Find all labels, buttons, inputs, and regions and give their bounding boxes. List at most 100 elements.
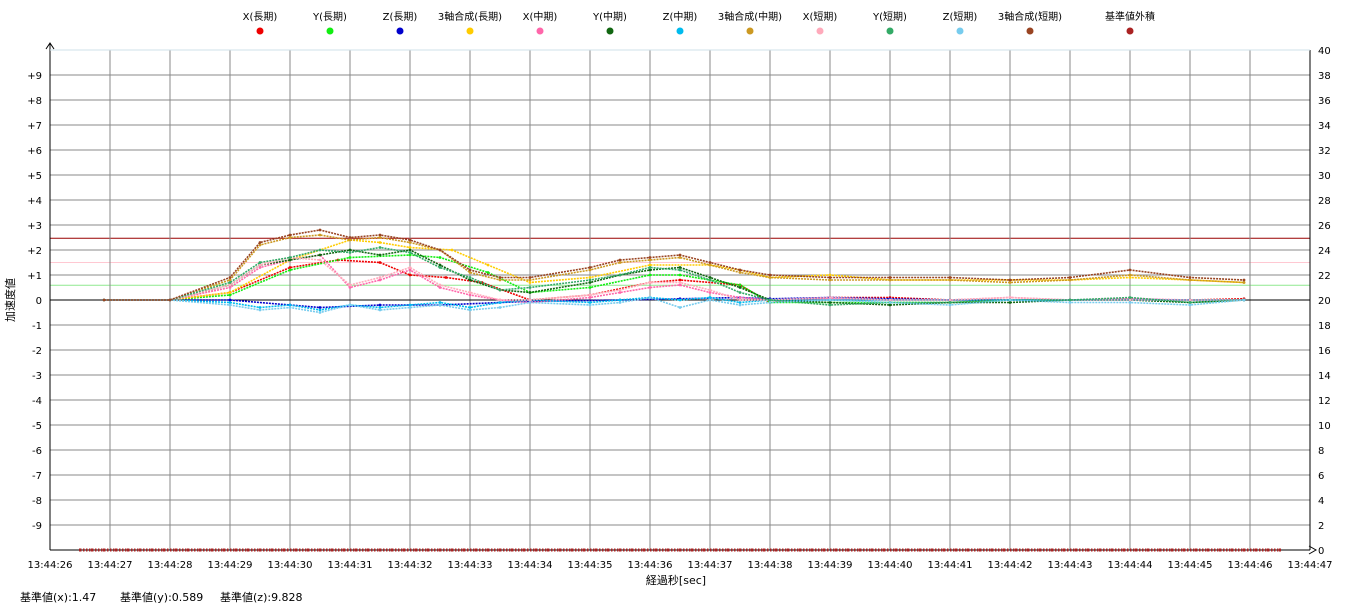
data-point bbox=[348, 248, 352, 252]
legend-marker bbox=[256, 27, 264, 35]
series-group bbox=[102, 296, 1246, 309]
series-line bbox=[104, 246, 1245, 306]
data-point bbox=[139, 548, 141, 552]
data-point bbox=[828, 301, 832, 304]
y-tick-label-left: -1 bbox=[32, 321, 42, 332]
tick-labels: 13:44:26 13:44:27 13:44:28 13:44:29 13:44:30… bbox=[27, 46, 1332, 571]
data-point bbox=[768, 298, 772, 302]
data-point bbox=[348, 236, 352, 239]
data-point bbox=[648, 296, 652, 299]
data-point bbox=[468, 271, 472, 274]
series-line bbox=[104, 239, 1245, 301]
series-layer bbox=[79, 228, 1281, 552]
x-tick-label: 13:44:28 bbox=[148, 560, 193, 571]
data-point bbox=[1087, 548, 1089, 552]
data-point bbox=[408, 248, 412, 252]
series-line bbox=[104, 256, 1244, 301]
data-point bbox=[228, 301, 232, 304]
data-point bbox=[588, 278, 592, 282]
data-point bbox=[528, 286, 532, 289]
data-point bbox=[655, 548, 657, 552]
data-point bbox=[607, 548, 609, 552]
data-point bbox=[1128, 301, 1132, 304]
y-tick-label-left: -7 bbox=[32, 471, 42, 482]
x-tick-label: 13:44:40 bbox=[868, 560, 913, 571]
legend-label: X(短期) bbox=[803, 10, 838, 23]
legend-label: Y(短期) bbox=[872, 10, 907, 23]
data-point bbox=[228, 303, 232, 307]
data-point bbox=[288, 303, 292, 307]
data-point bbox=[528, 281, 532, 284]
data-point bbox=[271, 548, 273, 552]
data-point bbox=[588, 286, 592, 289]
data-point bbox=[948, 303, 952, 307]
x-tick-label: 13:44:46 bbox=[1228, 560, 1273, 571]
data-point bbox=[828, 273, 832, 277]
data-point bbox=[498, 276, 502, 279]
data-point bbox=[498, 301, 502, 304]
data-point bbox=[528, 276, 532, 279]
y-tick-label-right: 28 bbox=[1318, 196, 1331, 207]
y-tick-label-right: 10 bbox=[1318, 421, 1331, 432]
data-point bbox=[486, 263, 490, 267]
legend-label: Y(中期) bbox=[592, 10, 627, 23]
data-point bbox=[828, 276, 832, 279]
data-point bbox=[1279, 548, 1281, 552]
data-point bbox=[498, 298, 502, 302]
data-point bbox=[1195, 548, 1197, 552]
data-point bbox=[1231, 548, 1233, 552]
data-point bbox=[163, 548, 165, 552]
data-point bbox=[228, 276, 232, 279]
data-point bbox=[318, 253, 322, 257]
data-point bbox=[288, 233, 292, 237]
data-point bbox=[888, 301, 892, 304]
data-point bbox=[948, 276, 952, 279]
data-point bbox=[348, 303, 352, 307]
legend-label: X(長期) bbox=[243, 11, 278, 23]
data-point bbox=[678, 298, 682, 302]
series-group bbox=[102, 238, 1246, 302]
data-point bbox=[258, 308, 262, 312]
data-point bbox=[888, 276, 892, 279]
data-point bbox=[907, 548, 909, 552]
data-point bbox=[618, 291, 622, 294]
data-point bbox=[355, 548, 357, 552]
data-point bbox=[871, 548, 873, 552]
data-point bbox=[678, 306, 682, 309]
x-tick-label: 13:44:41 bbox=[928, 560, 973, 571]
data-point bbox=[738, 298, 742, 302]
data-point bbox=[235, 548, 237, 552]
legend-label: Z(短期) bbox=[943, 10, 978, 23]
data-point bbox=[588, 293, 592, 297]
data-point bbox=[708, 278, 712, 282]
data-point bbox=[1068, 298, 1072, 302]
data-point bbox=[528, 298, 532, 302]
data-point bbox=[1128, 298, 1132, 302]
y-axis-label: 加速度値 bbox=[3, 278, 17, 322]
legend-label: 3軸合成(短期) bbox=[998, 10, 1062, 23]
data-point bbox=[523, 548, 525, 552]
data-point bbox=[378, 276, 382, 279]
x-tick-label: 13:44:44 bbox=[1108, 560, 1153, 571]
data-point bbox=[1128, 296, 1132, 299]
data-point bbox=[259, 548, 261, 552]
data-point bbox=[127, 548, 129, 552]
data-point bbox=[468, 291, 472, 294]
data-point bbox=[1159, 548, 1161, 552]
data-point bbox=[738, 286, 742, 289]
data-point bbox=[378, 306, 382, 309]
data-point bbox=[348, 283, 352, 287]
data-point bbox=[1183, 548, 1185, 552]
data-point bbox=[618, 298, 622, 302]
data-point bbox=[403, 548, 405, 552]
y-tick-label-right: 12 bbox=[1318, 396, 1331, 407]
data-point bbox=[228, 286, 232, 289]
data-point bbox=[1128, 276, 1132, 279]
data-point bbox=[408, 268, 412, 272]
data-point bbox=[115, 548, 117, 552]
data-point bbox=[102, 298, 106, 302]
data-point bbox=[619, 548, 621, 552]
y-tick-label-left: -3 bbox=[32, 371, 42, 382]
data-point bbox=[1267, 548, 1269, 552]
